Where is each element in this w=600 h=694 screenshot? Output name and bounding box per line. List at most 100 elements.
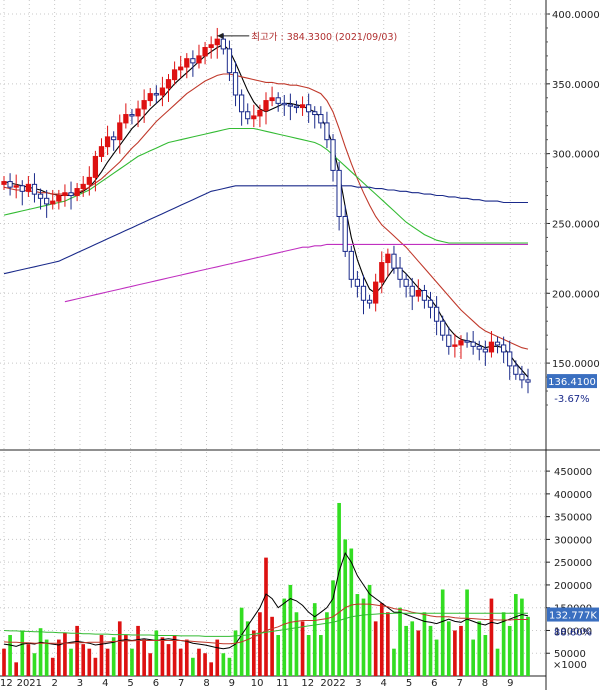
volume-bar <box>276 635 281 676</box>
candle-body <box>360 285 367 301</box>
volume-bar <box>337 502 341 676</box>
volume-bar <box>2 648 6 676</box>
volume-tick-label: 450000 <box>554 467 592 478</box>
candle-body <box>293 105 300 109</box>
candle-body <box>7 181 13 188</box>
volume-bar <box>349 548 354 676</box>
candle-body <box>470 341 476 347</box>
volume-bar <box>148 653 153 676</box>
volume-tick-label: 350000 <box>554 513 592 524</box>
candle-body <box>111 136 117 141</box>
last-price-box <box>547 374 597 389</box>
candle-body <box>275 97 281 104</box>
volume-bar <box>361 598 366 676</box>
volume-bar <box>446 621 451 676</box>
volume-bar <box>477 621 482 676</box>
volume-bar <box>501 612 506 676</box>
volume-bar <box>520 598 524 676</box>
candle-body <box>178 66 184 71</box>
volume-bar <box>81 644 86 676</box>
volume-bar <box>221 653 226 676</box>
candle-body <box>409 285 415 297</box>
x-tick-label: 2021 <box>17 678 42 689</box>
volume-bar <box>197 648 201 676</box>
x-tick-label: 4 <box>381 678 387 689</box>
volume-bar <box>203 653 207 676</box>
volume-bar <box>111 637 116 676</box>
volume-bar <box>282 598 287 676</box>
volume-bar <box>87 648 92 676</box>
volume-bar <box>26 644 31 676</box>
volume-bar <box>136 625 140 676</box>
volume-bar <box>105 648 110 676</box>
volume-bar <box>75 625 79 676</box>
volume-bar <box>459 625 463 676</box>
price-tick-label: 200.0000 <box>552 289 600 300</box>
candle-body <box>318 114 324 124</box>
candle-body <box>519 373 525 381</box>
volume-bar <box>191 657 195 676</box>
volume-bar <box>416 630 421 676</box>
candle-body <box>421 289 428 301</box>
volume-bar <box>258 612 262 676</box>
price-tick-label: 350.0000 <box>552 80 600 91</box>
last-volume-box <box>547 607 599 622</box>
volume-bar <box>428 625 433 676</box>
volume-bar <box>398 607 402 676</box>
candle-body <box>147 93 153 102</box>
volume-bar <box>422 612 427 676</box>
volume-bar <box>32 653 37 676</box>
candle-body <box>184 58 190 68</box>
volume-bar <box>373 621 378 676</box>
volume-bar <box>50 657 55 676</box>
volume-bar <box>8 635 12 676</box>
price-ma-line <box>3 185 528 275</box>
candle-body <box>31 183 38 195</box>
candle-body <box>366 299 373 304</box>
candle-body <box>153 93 159 96</box>
volume-bar <box>154 630 159 676</box>
candle-body <box>165 79 172 89</box>
volume-bar <box>288 584 293 676</box>
x-tick-label: 12 <box>301 678 314 689</box>
volume-bar <box>300 621 305 676</box>
volume-pct-label: 88.60% <box>554 628 592 639</box>
x-tick-label: 5 <box>127 678 133 689</box>
volume-ma-line <box>3 551 529 650</box>
candle-body <box>159 87 166 96</box>
volume-bar <box>20 630 25 676</box>
volume-tick-label: 100000 <box>554 626 592 637</box>
volume-tick-label: 200000 <box>554 581 592 592</box>
candle-body <box>117 122 123 141</box>
candle-body <box>379 262 385 283</box>
candle-body <box>458 340 464 346</box>
volume-bar <box>93 657 98 676</box>
price-tick-label: 150.0000 <box>552 359 600 370</box>
volume-bar <box>392 648 396 676</box>
candle-body <box>306 104 312 113</box>
volume-bar <box>367 584 372 676</box>
x-tick-label: 11 <box>276 678 289 689</box>
volume-bar <box>227 657 232 676</box>
volume-bar <box>526 616 530 676</box>
candle-body <box>141 100 147 110</box>
volume-bar <box>264 557 268 676</box>
volume-bar <box>130 648 134 676</box>
candle-body <box>336 169 342 217</box>
high-annotation-arrow <box>217 32 224 39</box>
volume-bar <box>331 580 335 676</box>
volume-tick-label: 50000 <box>554 649 586 660</box>
x-tick-label: 8 <box>482 678 488 689</box>
volume-bar <box>379 603 384 676</box>
candle-body <box>13 185 19 188</box>
price-tick-label: 300.0000 <box>552 150 600 161</box>
volume-bar <box>251 630 256 676</box>
volume-bar <box>465 589 469 676</box>
candle-body <box>37 193 44 199</box>
volume-bar <box>124 635 128 676</box>
candle-body <box>330 139 336 171</box>
candle-body <box>98 146 105 157</box>
candle-body <box>263 100 269 111</box>
